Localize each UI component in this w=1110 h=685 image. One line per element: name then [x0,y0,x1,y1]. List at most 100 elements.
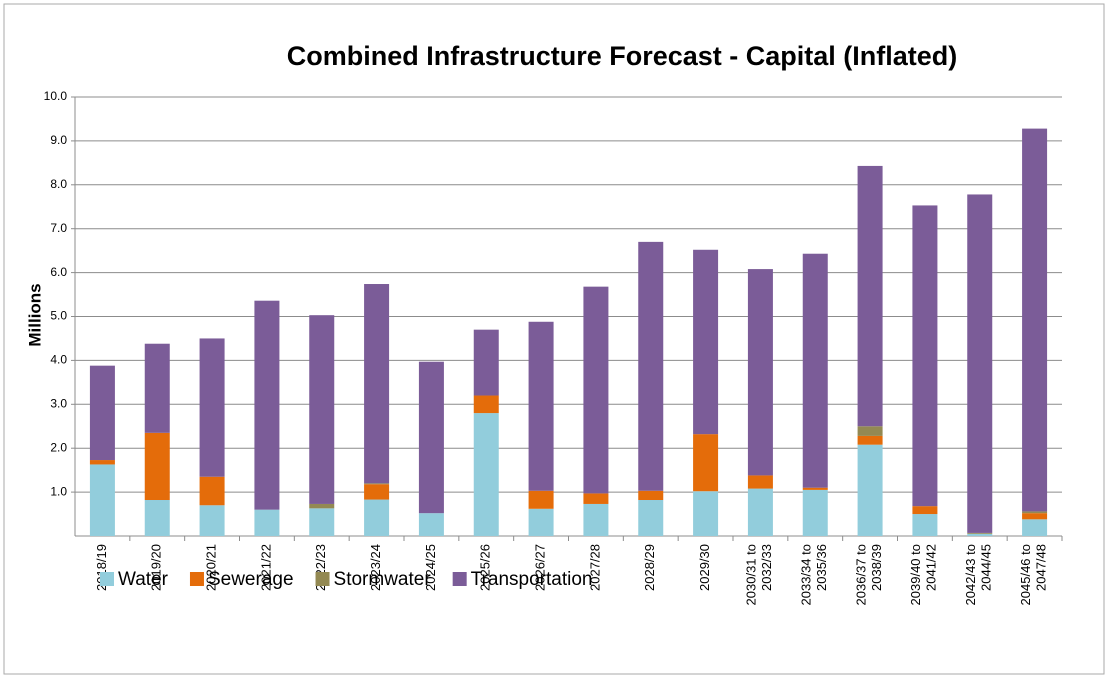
bar-segment [364,484,390,500]
bar-segment [364,284,390,484]
x-tick-label-line: 2039/40 to [909,544,924,605]
bar-segment [144,500,170,536]
bar-segment [254,509,280,536]
x-tick-label-line: 2030/31 to [744,544,759,605]
bar-segment [638,490,664,501]
x-tick-label: 2042/43 to2044/45 [963,544,994,605]
legend-label: Sewerage [208,569,294,590]
legend-swatch [452,572,467,586]
bar-segment [254,300,280,510]
x-tick-label: 2027/28 [587,544,602,591]
bar-segment [693,249,719,435]
bar-segment [199,338,225,477]
legend-label: Transportation [471,569,593,590]
chart-title: Combined Infrastructure Forecast - Capit… [287,41,958,71]
x-tick-label-line: 2045/46 to [1018,544,1033,605]
bar-segment [89,464,115,536]
bar-segment [693,434,719,492]
x-tick-label: 2028/29 [642,544,657,591]
y-tick-label: 5.0 [50,309,67,323]
x-tick-label: 2033/34 to2035/36 [799,544,830,605]
bar-segment [802,487,828,490]
y-tick-label: 9.0 [50,133,67,147]
bar-segment [583,493,609,504]
bar-segment [364,499,390,536]
x-tick-label: 2021/22 [258,544,273,591]
y-tick-label: 6.0 [50,265,67,279]
bar-segment [1022,128,1048,512]
x-tick-label: 2036/37 to2038/39 [854,544,885,605]
bar-segment [199,476,225,506]
x-tick-label-line: 2033/34 to [799,544,814,605]
bar-segment [418,513,444,536]
bar-segment [583,503,609,536]
y-tick-label: 7.0 [50,221,67,235]
bar-segment [857,435,883,445]
y-tick-label: 8.0 [50,177,67,191]
y-tick-label: 2.0 [50,440,67,454]
bar-segment [309,503,335,509]
x-tick-label-line: 2038/39 [869,544,884,591]
bar-segment [364,483,390,485]
bar-segment [912,205,938,507]
bar-segment [1022,511,1048,514]
bar-segment [967,194,993,533]
bar-segment [747,269,773,476]
y-axis-label: Millions [25,283,44,346]
bar-segment [473,395,499,414]
bar-segment [747,475,773,489]
y-tick-label: 3.0 [50,396,67,410]
bar-segment [473,329,499,396]
x-tick-label-line: 2044/45 [979,544,994,591]
bar-segment [693,491,719,536]
bar-segment [912,514,938,536]
bar-segment [89,460,115,465]
bar-segment [1022,513,1048,520]
x-tick-label-line: 2042/43 to [963,544,978,605]
x-tick-label: 2025/26 [478,544,493,591]
x-tick-label: 2024/25 [423,544,438,591]
legend-swatch [315,572,330,586]
y-tick-label: 10.0 [44,89,68,103]
bar-segment [857,165,883,427]
x-tick-label: 2039/40 to2041/42 [909,544,940,605]
x-tick-label: 2020/21 [204,544,219,591]
y-tick-label: 1.0 [50,484,67,498]
bar-segment [528,321,554,491]
x-tick-label: 2045/46 to2047/48 [1018,544,1049,605]
x-tick-label-line: 2047/48 [1034,544,1049,591]
bar-segment [802,489,828,536]
bar-segment [967,533,993,536]
legend-label: Stormwater [334,569,432,590]
bar-segment [638,241,664,491]
bar-segment [309,315,335,504]
bar-segment [1022,519,1048,536]
bar-segment [473,413,499,536]
x-tick-label: 2023/24 [368,544,383,591]
bar-segment [144,432,170,501]
x-tick-label: 2019/20 [149,544,164,591]
y-tick-label: 4.0 [50,353,67,367]
bar-segment [144,343,170,433]
bar-segment [199,505,225,536]
x-tick-label: 2026/27 [533,544,548,591]
bar-segment [967,532,993,534]
bar-segment [912,506,938,515]
x-tick-label-line: 2032/33 [760,544,775,591]
bar-segment [528,508,554,536]
bar-segment [418,361,444,514]
bar-segment [857,444,883,536]
bar-segment [747,488,773,536]
legend-swatch [100,572,114,586]
bar-segment [89,365,115,461]
bar-segment [309,508,335,536]
x-tick-label-line: 2041/42 [924,544,939,591]
bar-segment [802,253,828,488]
bar-segment [857,426,883,436]
x-tick-label-line: 2036/37 to [854,544,869,605]
legend-label: Water [118,569,169,590]
bar-segment [638,500,664,536]
x-tick-label-line: 2035/36 [814,544,829,591]
